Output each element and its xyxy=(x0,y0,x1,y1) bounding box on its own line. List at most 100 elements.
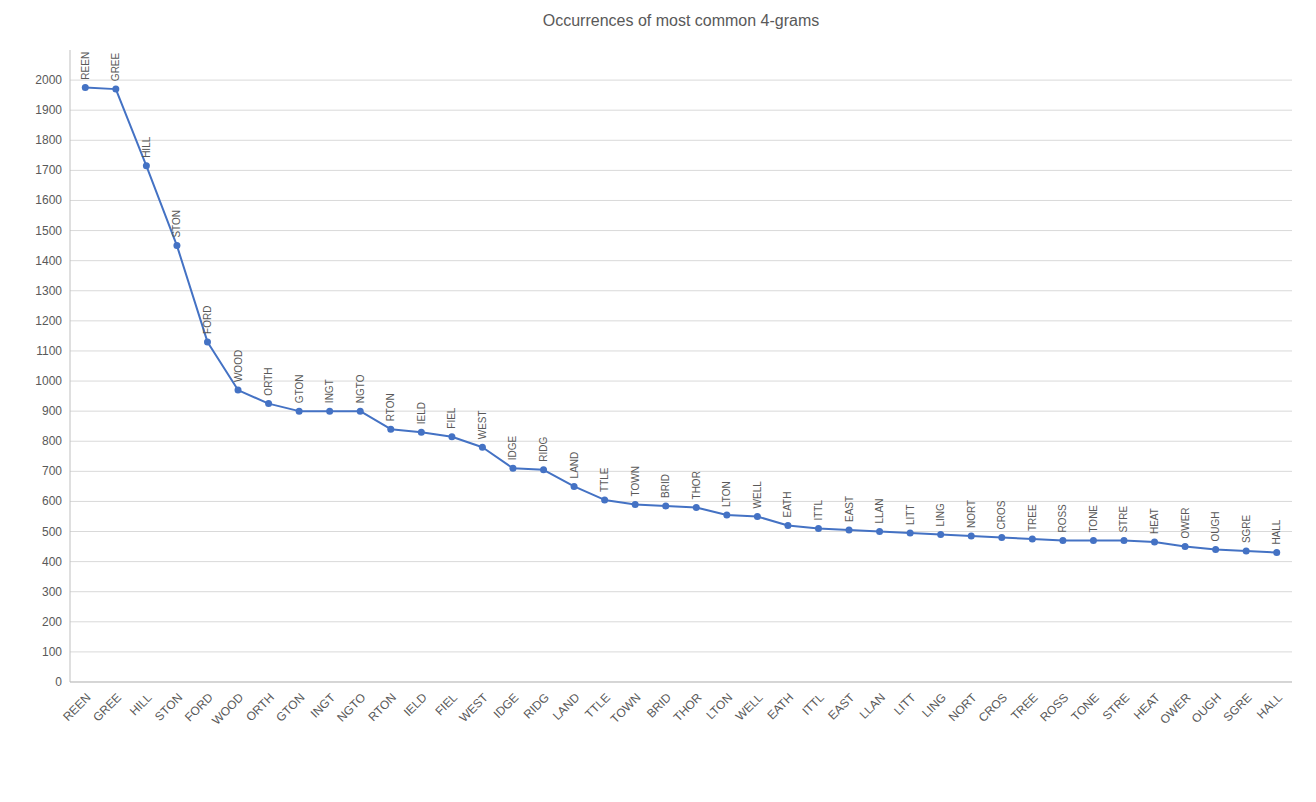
point-annotation: WOOD xyxy=(233,350,244,382)
y-tick-label: 1900 xyxy=(35,103,62,117)
point xyxy=(937,531,944,538)
grid-line xyxy=(70,471,1292,472)
point-annotation: LTON xyxy=(721,481,732,507)
y-grid xyxy=(70,80,1292,682)
point xyxy=(82,84,89,91)
point-annotation: EATH xyxy=(782,492,793,518)
point xyxy=(540,466,547,473)
x-tick-label: LAND xyxy=(550,690,583,723)
grid-line xyxy=(70,320,1292,321)
grid-line xyxy=(70,411,1292,412)
y-tick-label: 1400 xyxy=(35,254,62,268)
x-tick-label: WELL xyxy=(733,690,766,723)
grid-line xyxy=(70,561,1292,562)
x-tick-label: TOWN xyxy=(608,690,644,726)
grid-line xyxy=(70,200,1292,201)
x-tick-label: NGTO xyxy=(334,690,368,724)
point xyxy=(907,530,914,537)
point-annotation: THOR xyxy=(691,471,702,499)
x-tick-label: WOOD xyxy=(209,690,246,727)
x-tick-label: OWER xyxy=(1157,690,1194,727)
x-tick-label: TONE xyxy=(1068,690,1101,723)
x-tick-label: STON xyxy=(152,690,185,723)
x-tick-label: GREE xyxy=(90,690,124,724)
point xyxy=(204,338,211,345)
point xyxy=(387,426,394,433)
grid-line xyxy=(70,110,1292,111)
y-axis: 0100200300400500600700800900100011001200… xyxy=(35,50,1292,689)
point xyxy=(632,501,639,508)
x-tick-label: SGRE xyxy=(1221,690,1255,724)
y-tick-label: 1800 xyxy=(35,133,62,147)
annotations: REENGREEHILLSTONFORDWOODORTHGTONINGTNGTO… xyxy=(80,52,1282,545)
y-tick-label: 200 xyxy=(42,615,62,629)
y-tick-label: 2000 xyxy=(35,73,62,87)
point xyxy=(326,408,333,415)
point-annotation: OUGH xyxy=(1210,512,1221,542)
point xyxy=(112,86,119,93)
grid-line xyxy=(70,260,1292,261)
point-annotation: ORTH xyxy=(263,367,274,395)
y-tick-label: 1200 xyxy=(35,314,62,328)
point xyxy=(1029,536,1036,543)
chart-container: Occurrences of most common 4-grams 0 100 20… xyxy=(0,0,1316,802)
point xyxy=(418,429,425,436)
x-tick-label: LLAN xyxy=(857,690,888,721)
y-tick-label: 1600 xyxy=(35,193,62,207)
point xyxy=(998,534,1005,541)
y-tick-label: 700 xyxy=(42,464,62,478)
point xyxy=(479,444,486,451)
point-annotation: IELD xyxy=(416,402,427,424)
point xyxy=(1151,539,1158,546)
grid-line xyxy=(70,531,1292,532)
x-tick-label: ROSS xyxy=(1037,690,1071,724)
y-tick-label: 600 xyxy=(42,494,62,508)
point xyxy=(1243,548,1250,555)
x-tick-label: REEN xyxy=(60,690,93,723)
point xyxy=(723,511,730,518)
x-tick-label: HALL xyxy=(1254,690,1285,721)
grid-line xyxy=(70,381,1292,382)
point xyxy=(143,162,150,169)
point xyxy=(173,242,180,249)
grid-line xyxy=(70,501,1292,502)
x-tick-label: LING xyxy=(919,690,949,720)
point-annotation: FIEL xyxy=(446,407,457,429)
point-annotation: LING xyxy=(935,503,946,527)
y-tick-label: 100 xyxy=(42,645,62,659)
point-annotation: STON xyxy=(171,210,182,238)
point-annotation: RTON xyxy=(385,393,396,421)
x-tick-label: ORTH xyxy=(243,690,277,724)
point xyxy=(265,400,272,407)
y-tick-label: 0 xyxy=(55,675,62,689)
title: Occurrences of most common 4-grams xyxy=(543,12,820,29)
point xyxy=(1273,549,1280,556)
x-tick-label: LITT xyxy=(891,690,919,718)
line xyxy=(85,88,1276,553)
x-tick-label: BRID xyxy=(644,690,674,720)
point xyxy=(693,504,700,511)
point-annotation: TOWN xyxy=(630,466,641,496)
point xyxy=(1090,537,1097,544)
point-annotation: GTON xyxy=(294,374,305,403)
point-annotation: ITTL xyxy=(813,500,824,521)
point xyxy=(448,433,455,440)
y-tick-label: 500 xyxy=(42,525,62,539)
point-annotation: WEST xyxy=(477,410,488,439)
x-tick-label: STRE xyxy=(1100,690,1133,723)
y-tick-label: 400 xyxy=(42,555,62,569)
point xyxy=(815,525,822,532)
point-annotation: RIDG xyxy=(538,437,549,462)
point-annotation: CROS xyxy=(996,500,1007,529)
x-tick-label: HILL xyxy=(127,690,155,718)
y-tick-label: 1000 xyxy=(35,374,62,388)
point xyxy=(662,502,669,509)
y-tick-label: 1100 xyxy=(36,344,62,358)
x-tick-label: GTON xyxy=(273,690,307,724)
point-annotation: REEN xyxy=(80,52,91,80)
point xyxy=(968,533,975,540)
point-annotation: LLAN xyxy=(874,499,885,524)
point-annotation: TONE xyxy=(1088,505,1099,533)
point xyxy=(296,408,303,415)
grid-line xyxy=(70,170,1292,171)
